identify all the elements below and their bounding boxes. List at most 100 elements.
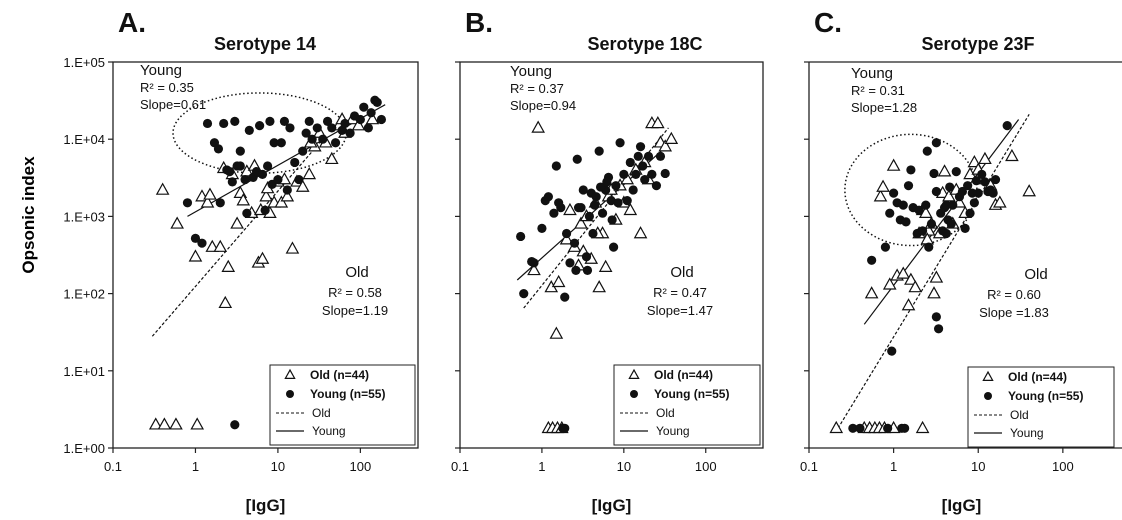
- old-data-point: [651, 116, 665, 129]
- young-data-point: [273, 174, 283, 185]
- young-data-point: [582, 265, 593, 275]
- young-data-point: [551, 161, 561, 171]
- young-data-point: [922, 146, 932, 156]
- old-data-point: [942, 189, 956, 202]
- old-data-point: [623, 202, 638, 216]
- young-data-point: [945, 182, 955, 192]
- old-slope: Slope=1.19: [322, 303, 388, 318]
- young-data-point: [608, 242, 619, 252]
- young-data-point: [615, 138, 625, 148]
- panel-a: A. Serotype 14 1.E+00 1.E+01 1.E+02 1.E+03 1.E…: [63, 7, 419, 515]
- old-data-point: [829, 420, 844, 434]
- young-data-point: [197, 238, 207, 248]
- young-data-point: [941, 228, 951, 239]
- young-data-point: [543, 192, 554, 202]
- young-data-point: [633, 151, 643, 161]
- young-data-point: [880, 242, 891, 252]
- old-fit-line: [151, 138, 324, 337]
- young-data-point: [244, 125, 254, 136]
- young-data-point: [597, 208, 608, 218]
- young-data-point: [269, 138, 279, 148]
- young-data-point: [931, 312, 941, 322]
- old-data-point: [937, 164, 952, 177]
- young-data-point: [903, 181, 914, 191]
- young-data-point: [898, 200, 908, 210]
- young-data-point: [1002, 121, 1012, 131]
- young-r2: R² = 0.37: [510, 81, 564, 96]
- old-data-point: [324, 151, 339, 165]
- young-data-point: [304, 116, 314, 127]
- young-data-point: [602, 177, 612, 187]
- young-data-point: [631, 169, 641, 179]
- young-data-point: [973, 188, 983, 198]
- y-tick-label: 1.E+00: [63, 441, 105, 456]
- young-data-point: [977, 169, 987, 179]
- young-data-point: [578, 185, 588, 195]
- young-data-point: [569, 238, 580, 248]
- y-tick-label: 1.E+03: [63, 209, 105, 224]
- old-annotation-label: Old: [670, 264, 693, 281]
- old-data-point: [574, 216, 588, 229]
- young-data-point: [933, 324, 944, 334]
- old-data-point: [882, 277, 897, 290]
- young-data-point: [929, 168, 939, 179]
- young-data-point: [345, 128, 355, 138]
- x-tick-label: 100: [695, 459, 717, 474]
- y-tick-label: 1.E+02: [63, 287, 105, 302]
- old-data-point: [285, 241, 300, 254]
- young-annotation-label: Young: [140, 62, 182, 79]
- old-data-point: [1005, 148, 1019, 162]
- young-data-point: [276, 138, 286, 148]
- young-data-point: [213, 144, 224, 154]
- young-annotation-label: Young: [510, 63, 552, 80]
- x-axis-title: [IgG]: [246, 496, 286, 515]
- young-data-point: [301, 128, 311, 138]
- young-data-point: [581, 252, 592, 262]
- young-data-point: [901, 217, 911, 227]
- young-r2: R² = 0.35: [140, 80, 194, 95]
- panel-letter: B.: [465, 7, 493, 38]
- legend-entry: Young: [1010, 426, 1044, 440]
- young-data-point: [924, 242, 934, 252]
- panel-title: Serotype 23F: [921, 34, 1034, 54]
- old-data-point: [864, 286, 879, 299]
- legend-entry: Young (n=55): [310, 387, 385, 401]
- young-fit-line: [863, 119, 1020, 325]
- old-data-point: [236, 193, 251, 206]
- young-data-point: [613, 198, 623, 208]
- young-data-point: [366, 108, 376, 118]
- young-data-point: [572, 154, 582, 164]
- old-data-point: [658, 139, 673, 152]
- young-data-point: [931, 138, 941, 148]
- legend-entry: Old (n=44): [310, 368, 369, 382]
- legend-old-marker: [284, 368, 296, 379]
- x-tick-label: 10: [971, 459, 985, 474]
- old-data-point: [274, 195, 289, 208]
- old-data-point: [280, 189, 295, 202]
- young-data-point: [931, 186, 941, 197]
- old-r2: R² = 0.60: [987, 287, 1041, 302]
- x-axis-title: [IgG]: [592, 496, 632, 515]
- old-data-point: [255, 251, 270, 264]
- young-data-point: [595, 182, 606, 192]
- young-data-point: [625, 157, 635, 168]
- young-data-point: [312, 123, 322, 133]
- young-data-point: [527, 256, 537, 267]
- x-tick-label: 0.1: [104, 459, 122, 474]
- old-data-point: [205, 239, 220, 252]
- x-tick-label: 1: [538, 459, 545, 474]
- legend-entry: Young (n=55): [1008, 389, 1083, 403]
- young-slope: Slope=0.94: [510, 98, 576, 113]
- old-data-point: [993, 195, 1007, 208]
- legend-old-marker: [628, 368, 640, 379]
- young-data-point: [519, 289, 529, 299]
- old-slope: Slope=1.47: [647, 303, 713, 318]
- young-data-point: [622, 196, 632, 206]
- young-data-point: [969, 198, 979, 208]
- young-data-point: [560, 292, 570, 302]
- young-data-point: [355, 114, 365, 125]
- young-data-point: [230, 116, 240, 127]
